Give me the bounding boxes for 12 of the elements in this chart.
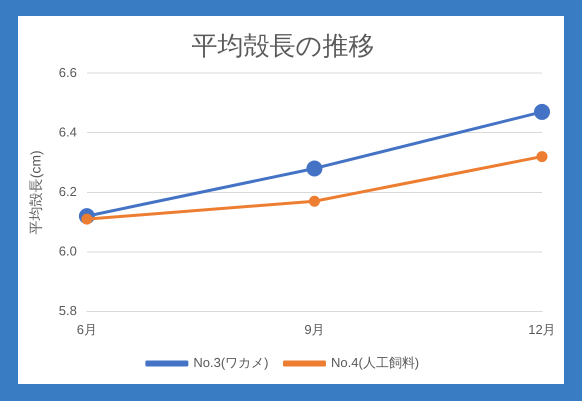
x-tick-label: 12月 (528, 322, 556, 337)
x-tick-label: 9月 (304, 322, 325, 337)
y-tick-label: 6.0 (58, 243, 77, 258)
y-tick-label: 6.4 (58, 124, 77, 140)
legend-label: No.4(人工飼料) (331, 355, 420, 370)
y-tick-label: 6.6 (58, 64, 77, 80)
x-tick-label: 6月 (76, 322, 97, 337)
chart-title: 平均殻長の推移 (192, 31, 374, 62)
y-axis-title: 平均殻長(cm) (27, 150, 44, 234)
y-tick-label: 5.8 (58, 302, 77, 318)
legend-label: No.3(ワカメ) (193, 355, 269, 370)
y-tick-label: 6.2 (58, 184, 77, 199)
